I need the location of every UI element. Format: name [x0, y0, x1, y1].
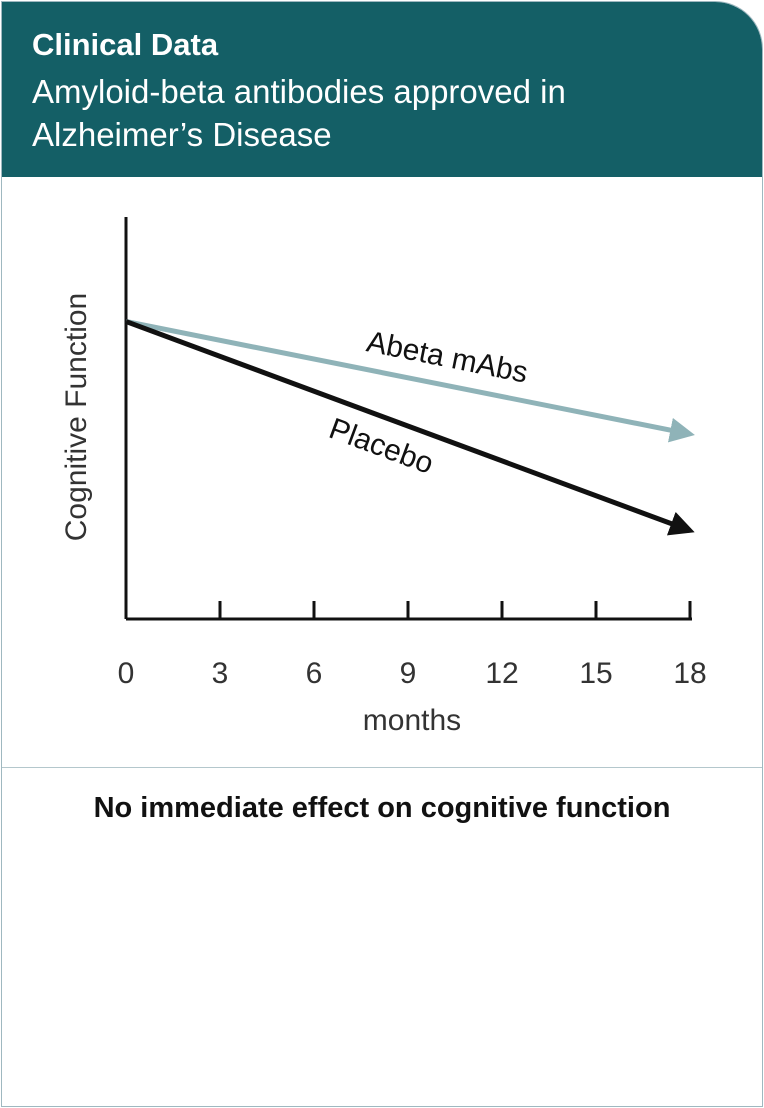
series-line-abeta-mabs	[125, 319, 695, 443]
header-subtitle: Amyloid-beta antibodies approved in Alzh…	[32, 73, 566, 153]
series-label-abeta-mabs: Abeta mAbs	[364, 325, 531, 389]
x-axis-label: months	[363, 704, 461, 737]
x-tick-label: 12	[485, 657, 518, 690]
x-tick-label: 15	[579, 657, 612, 690]
conclusion-text: No immediate effect on cognitive functio…	[93, 792, 671, 824]
x-tick-label: 9	[400, 657, 417, 690]
x-tick-label: 6	[306, 657, 323, 690]
series-label-placebo: Placebo	[325, 412, 438, 481]
card-header: Clinical Data Amyloid-beta antibodies ap…	[2, 2, 762, 177]
x-tick-label: 18	[673, 657, 706, 690]
x-tick-label: 3	[212, 657, 229, 690]
header-title: Clinical Data	[32, 27, 219, 62]
x-tick-label: 0	[118, 657, 135, 690]
cognitive-function-chart: 0 3 6 9 12 15 18 Abeta mAbs Placebo months Cog…	[60, 217, 707, 737]
divider	[2, 767, 762, 768]
series-line-placebo	[125, 319, 695, 536]
y-axis-label: Cognitive Function	[60, 293, 93, 541]
